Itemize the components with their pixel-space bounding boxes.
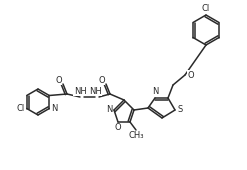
Text: N: N (51, 104, 57, 113)
Text: NH: NH (74, 87, 86, 96)
Text: Cl: Cl (202, 4, 210, 13)
Text: O: O (55, 76, 62, 85)
Text: NH: NH (89, 87, 101, 96)
Text: S: S (177, 106, 182, 115)
Text: Cl: Cl (17, 104, 25, 113)
Text: O: O (187, 71, 194, 80)
Text: O: O (115, 123, 121, 132)
Text: CH₃: CH₃ (128, 131, 144, 140)
Text: O: O (98, 76, 105, 85)
Text: N: N (106, 106, 112, 115)
Text: N: N (152, 87, 158, 96)
